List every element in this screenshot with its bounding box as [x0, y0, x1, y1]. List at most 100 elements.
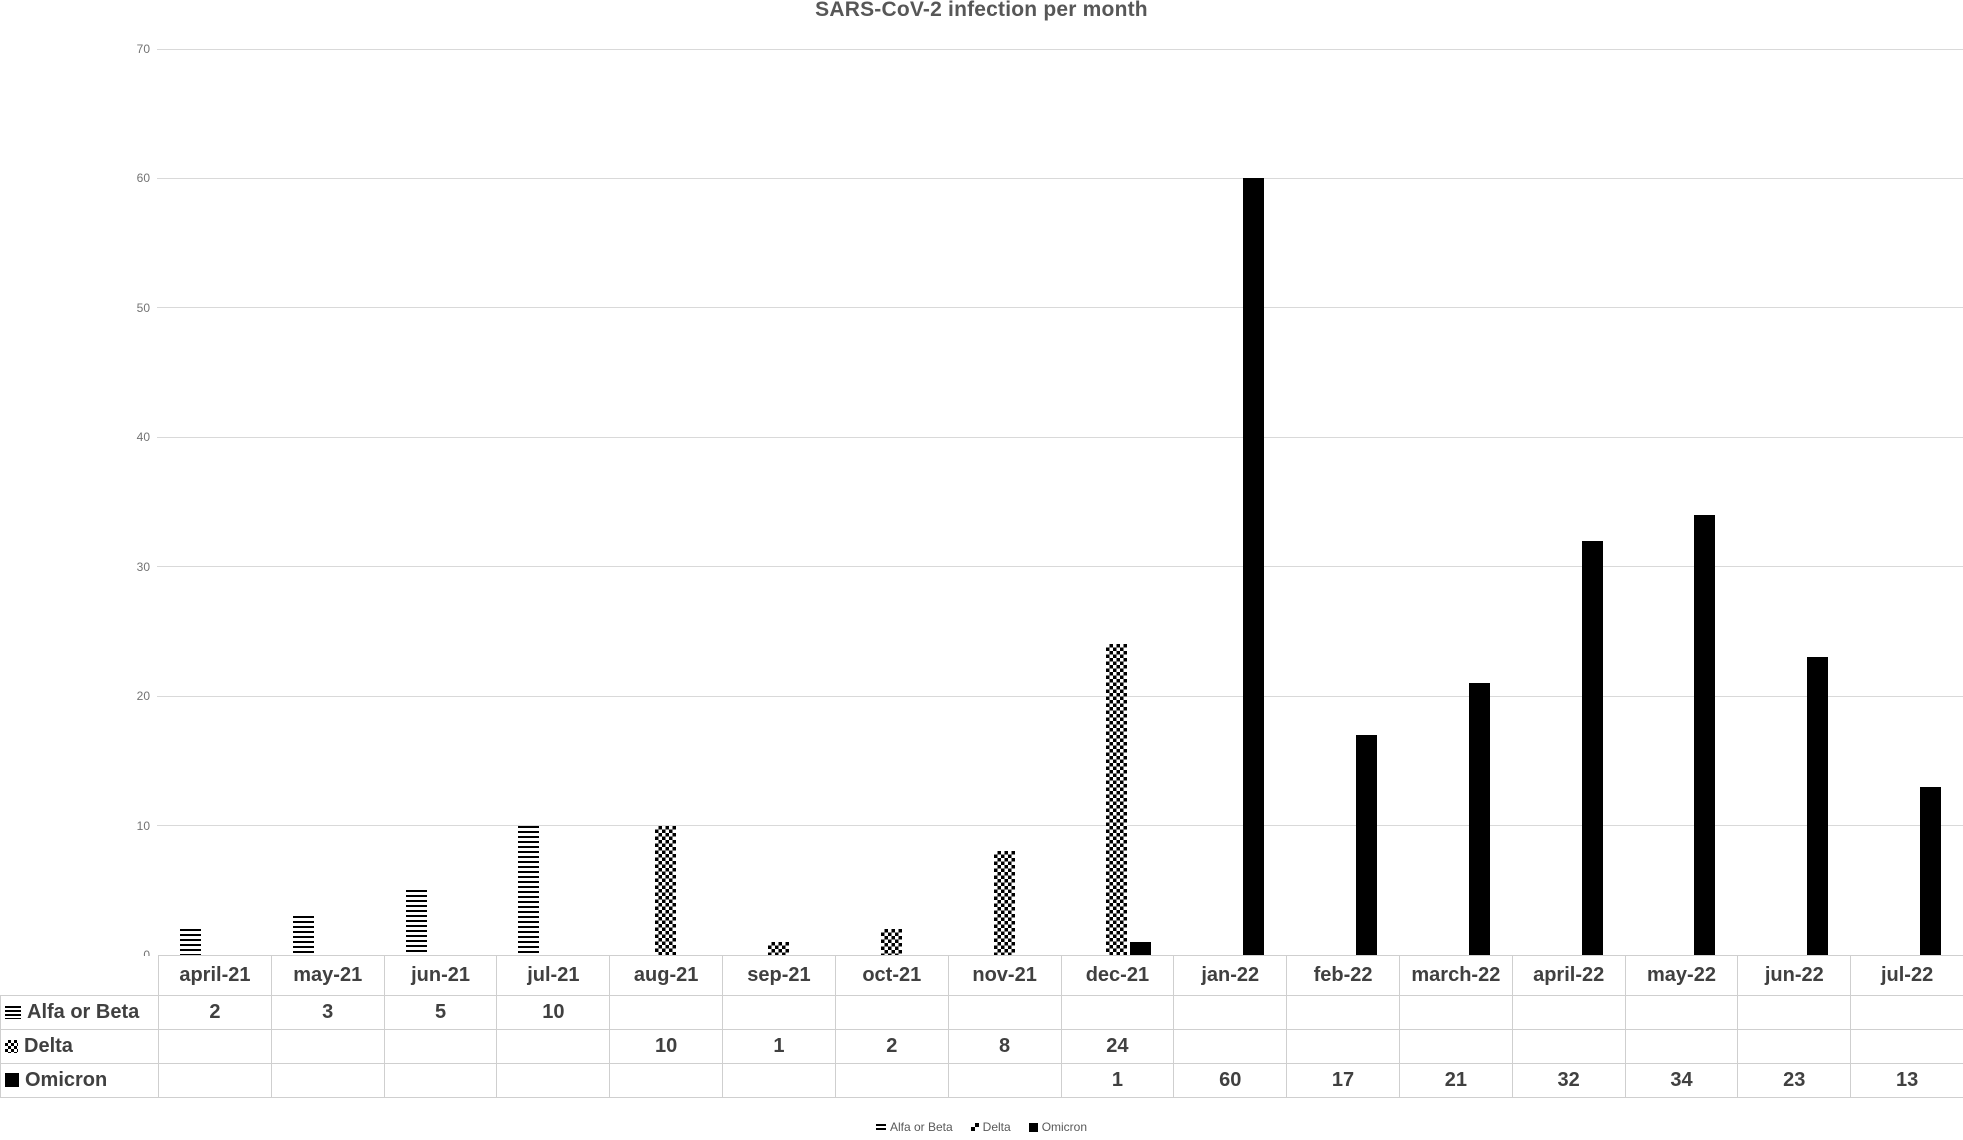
y-axis-tick-label: 20 — [136, 689, 150, 704]
table-value-cell: 23 — [1737, 1063, 1852, 1098]
bar-alfa-or-beta-jun-21 — [405, 890, 427, 955]
checker-pattern-icon — [5, 1040, 18, 1053]
table-value-cell: 2 — [834, 1029, 949, 1064]
table-value-cell: 17 — [1286, 1063, 1400, 1098]
table-value-cell — [1511, 995, 1626, 1030]
legend-item-alfa-or-beta: Alfa or Beta — [875, 1120, 953, 1134]
table-value-cell — [383, 1029, 498, 1064]
series-label-cell: Delta — [0, 1029, 159, 1064]
month-header-cell: march-22 — [1398, 955, 1513, 996]
stripes-legend-icon — [875, 1123, 886, 1131]
bar-delta-dec-21 — [1106, 644, 1128, 955]
table-value-cell: 1 — [1060, 1063, 1175, 1098]
month-header-cell: april-21 — [158, 955, 272, 996]
series-label-cell: Omicron — [0, 1063, 159, 1098]
month-header-cell: feb-22 — [1286, 955, 1400, 996]
series-name: Alfa or Beta — [27, 1001, 140, 1023]
table-row: Delta 10 1 2 8 24 — [0, 1029, 1963, 1064]
table-value-cell — [722, 1063, 836, 1098]
y-axis-tick-label: 70 — [136, 42, 150, 56]
bar-omicron-jun-22 — [1807, 657, 1829, 955]
table-value-cell: 34 — [1624, 1063, 1739, 1098]
chart-title: SARS-CoV-2 infection per month — [815, 0, 1148, 21]
table-value-cell: 60 — [1173, 1063, 1288, 1098]
table-value-cell — [1060, 995, 1175, 1030]
table-value-cell — [1850, 1029, 1963, 1064]
table-value-cell — [1173, 995, 1288, 1030]
table-value-cell: 32 — [1511, 1063, 1626, 1098]
legend-label: Alfa or Beta — [889, 1120, 953, 1134]
gridline — [157, 695, 1963, 697]
stripes-pattern-icon — [5, 1006, 21, 1019]
y-axis-tick-label: 10 — [136, 818, 150, 833]
table-value-cell — [158, 1029, 272, 1064]
chart-data-table: april-21 may-21 jun-21 jul-21 aug-21 sep-21 oc… — [0, 955, 1963, 1098]
table-value-cell — [1850, 995, 1963, 1030]
month-header-cell: april-22 — [1511, 955, 1626, 996]
legend-item-delta: Delta — [970, 1120, 1011, 1134]
series-label-cell: Alfa or Beta — [0, 995, 159, 1030]
table-value-cell: 24 — [1060, 1029, 1175, 1064]
bar-omicron-feb-22 — [1356, 734, 1378, 955]
table-value-cell — [1737, 995, 1852, 1030]
gridline — [157, 307, 1963, 309]
y-axis-tick-label: 60 — [136, 171, 150, 186]
table-value-cell — [609, 1063, 724, 1098]
month-header-cell: jul-21 — [496, 955, 611, 996]
table-value-cell — [383, 1063, 498, 1098]
table-value-cell — [1398, 995, 1513, 1030]
bar-omicron-jul-22 — [1920, 786, 1942, 955]
series-name: Delta — [24, 1035, 73, 1057]
table-value-cell: 2 — [158, 995, 272, 1030]
table-value-cell — [609, 995, 724, 1030]
y-axis-tick-label: 50 — [136, 300, 150, 315]
gridline — [157, 48, 1963, 50]
series-name: Omicron — [25, 1069, 108, 1091]
table-value-cell — [270, 1029, 385, 1064]
table-value-cell — [270, 1063, 385, 1098]
table-value-cell: 21 — [1398, 1063, 1513, 1098]
bar-delta-aug-21 — [655, 825, 677, 955]
checker-legend-icon — [970, 1123, 979, 1131]
month-header-cell: may-22 — [1624, 955, 1739, 996]
chart-legend: Alfa or Beta Delta Omicron — [0, 1120, 1963, 1134]
table-value-cell — [947, 995, 1062, 1030]
solid-legend-icon — [1028, 1122, 1038, 1132]
legend-label: Omicron — [1041, 1120, 1088, 1134]
month-header-cell: jan-22 — [1173, 955, 1288, 996]
gridline — [157, 566, 1963, 568]
gridline — [157, 825, 1963, 827]
bar-alfa-or-beta-april-21 — [179, 929, 201, 955]
y-axis-tick-label: 0 — [110, 948, 150, 962]
table-row: Omicron 1 60 17 21 32 34 23 13 — [0, 1063, 1963, 1098]
solid-pattern-icon — [5, 1073, 19, 1087]
table-value-cell — [158, 1063, 272, 1098]
table-row: Alfa or Beta 2 3 5 10 — [0, 995, 1963, 1030]
bar-alfa-or-beta-jul-21 — [518, 825, 540, 955]
bar-delta-oct-21 — [880, 929, 902, 955]
table-value-cell — [722, 995, 836, 1030]
table-value-cell: 5 — [383, 995, 498, 1030]
table-value-cell: 8 — [947, 1029, 1062, 1064]
table-value-cell — [496, 1063, 611, 1098]
table-value-cell — [834, 1063, 949, 1098]
y-axis-tick-label: 30 — [136, 559, 150, 574]
table-corner-cell — [0, 955, 159, 996]
table-value-cell: 3 — [270, 995, 385, 1030]
month-header-cell: jun-22 — [1737, 955, 1852, 996]
month-header-cell: oct-21 — [834, 955, 949, 996]
table-value-cell — [1398, 1029, 1513, 1064]
table-value-cell — [1286, 995, 1400, 1030]
bar-delta-nov-21 — [993, 851, 1015, 955]
table-value-cell: 10 — [609, 1029, 724, 1064]
table-value-cell: 10 — [496, 995, 611, 1030]
table-value-cell — [1624, 1029, 1739, 1064]
gridline — [157, 436, 1963, 438]
month-header-cell: aug-21 — [609, 955, 724, 996]
month-header-cell: jul-22 — [1850, 955, 1963, 996]
legend-item-omicron: Omicron — [1028, 1120, 1088, 1134]
bar-alfa-or-beta-may-21 — [292, 916, 314, 955]
table-value-cell — [1737, 1029, 1852, 1064]
bar-omicron-may-22 — [1694, 514, 1716, 955]
